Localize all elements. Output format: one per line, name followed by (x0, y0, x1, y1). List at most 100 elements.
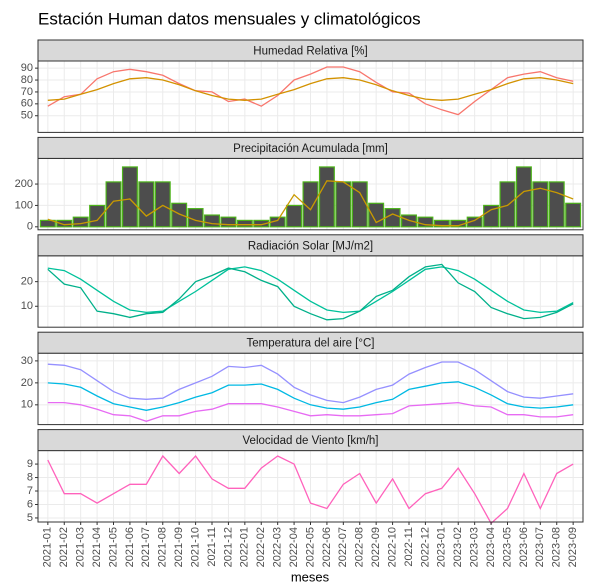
line (47, 77, 574, 101)
x-axis-title: meses (291, 569, 330, 584)
y-tick-label: 0 (27, 221, 33, 233)
x-tick-label: 2022-05 (304, 527, 316, 567)
y-tick-label: 50 (21, 110, 33, 122)
x-tick-label: 2022-08 (354, 527, 366, 567)
strip-label: Humedad Relativa [%] (253, 46, 367, 58)
bar (532, 181, 549, 228)
x-tick-label: 2022-06 (321, 527, 333, 567)
bar (204, 214, 220, 228)
x-tick-label: 2023-01 (436, 527, 448, 567)
line (47, 266, 574, 314)
bar (335, 181, 352, 228)
x-tick-label: 2021-09 (173, 527, 185, 567)
x-tick-label: 2023-04 (485, 527, 497, 567)
x-tick-label: 2023-07 (534, 527, 546, 567)
y-tick-label: 5 (27, 512, 33, 524)
x-tick-label: 2021-04 (91, 527, 103, 567)
y-tick-label: 30 (21, 355, 33, 367)
x-tick-label: 2022-03 (272, 527, 284, 567)
y-tick-label: 6 (27, 498, 33, 510)
bar (565, 202, 582, 228)
bar (236, 219, 253, 228)
x-tick-label: 2023-09 (567, 527, 579, 567)
bar (220, 216, 237, 228)
x-tick-label: 2023-03 (469, 527, 481, 567)
x-tick-label: 2021-11 (206, 527, 218, 567)
strip-label: Radiación Solar [MJ/m2] (248, 240, 373, 252)
bar (253, 219, 270, 228)
x-tick-label: 2022-04 (288, 527, 300, 567)
y-tick-label: 9 (27, 458, 33, 470)
strip (37, 39, 584, 62)
y-tick-label: 10 (21, 399, 33, 411)
y-tick-label: 200 (15, 178, 33, 190)
chart-title: Estación Human datos mensuales y climato… (38, 9, 421, 28)
bar (286, 204, 303, 228)
strip-label: Temperatura del aire [°C] (247, 338, 375, 350)
bar (483, 204, 500, 228)
strip-label: Velocidad de Viento [km/h] (243, 435, 379, 447)
bar (499, 181, 516, 228)
bar (171, 202, 188, 228)
line (47, 66, 574, 116)
bar (515, 166, 532, 228)
x-tick-label: 2021-12 (222, 527, 234, 567)
y-tick-label: 90 (21, 62, 33, 74)
bar (548, 181, 565, 228)
y-tick-label: 80 (21, 74, 33, 86)
bar (89, 204, 106, 228)
x-tick-label: 2021-06 (124, 527, 136, 567)
x-tick-label: 2021-02 (58, 527, 70, 567)
strip (37, 234, 584, 257)
line (47, 361, 574, 404)
y-tick-label: 7 (27, 485, 33, 497)
x-tick-label: 2023-05 (501, 527, 513, 567)
x-tick-label: 2022-10 (387, 527, 399, 567)
y-tick-label: 100 (15, 199, 33, 211)
bar (302, 181, 319, 228)
x-tick-label: 2022-02 (255, 527, 267, 567)
y-tick-label: 10 (21, 300, 33, 312)
strip (37, 429, 584, 452)
bar (351, 181, 368, 228)
line (47, 454, 574, 525)
y-tick-label: 60 (21, 98, 33, 110)
bar (417, 216, 434, 228)
strip (37, 331, 584, 354)
x-tick-label: 2022-12 (419, 527, 431, 567)
line (47, 263, 574, 321)
x-tick-label: 2022-09 (370, 527, 382, 567)
bar (466, 216, 483, 228)
x-tick-label: 2023-08 (551, 527, 563, 567)
x-tick-label: 2021-07 (140, 527, 152, 567)
y-tick-label: 70 (21, 86, 33, 98)
bar (105, 181, 122, 228)
y-tick-label: 20 (21, 377, 33, 389)
x-tick-label: 2021-05 (107, 527, 119, 567)
bar (433, 219, 450, 228)
x-tick-label: 2022-11 (403, 527, 415, 567)
x-tick-label: 2021-08 (157, 527, 169, 567)
x-tick-label: 2023-02 (452, 527, 464, 567)
strip-label: Precipitación Acumulada [mm] (233, 143, 388, 155)
bar (39, 219, 56, 228)
x-tick-label: 2021-01 (42, 527, 54, 567)
bar (318, 166, 335, 228)
bar (154, 181, 171, 228)
x-tick-label: 2022-01 (239, 527, 251, 567)
x-tick-label: 2021-10 (190, 527, 202, 567)
bar (138, 181, 155, 228)
x-tick-label: 2021-03 (75, 527, 87, 567)
x-tick-label: 2023-06 (518, 527, 530, 567)
y-tick-label: 20 (21, 276, 33, 288)
line (47, 381, 574, 411)
line (47, 401, 574, 422)
bar (121, 166, 138, 228)
bar (384, 208, 401, 228)
strip (37, 136, 584, 159)
bar (368, 202, 385, 228)
y-tick-label: 8 (27, 471, 33, 483)
line (47, 180, 574, 227)
